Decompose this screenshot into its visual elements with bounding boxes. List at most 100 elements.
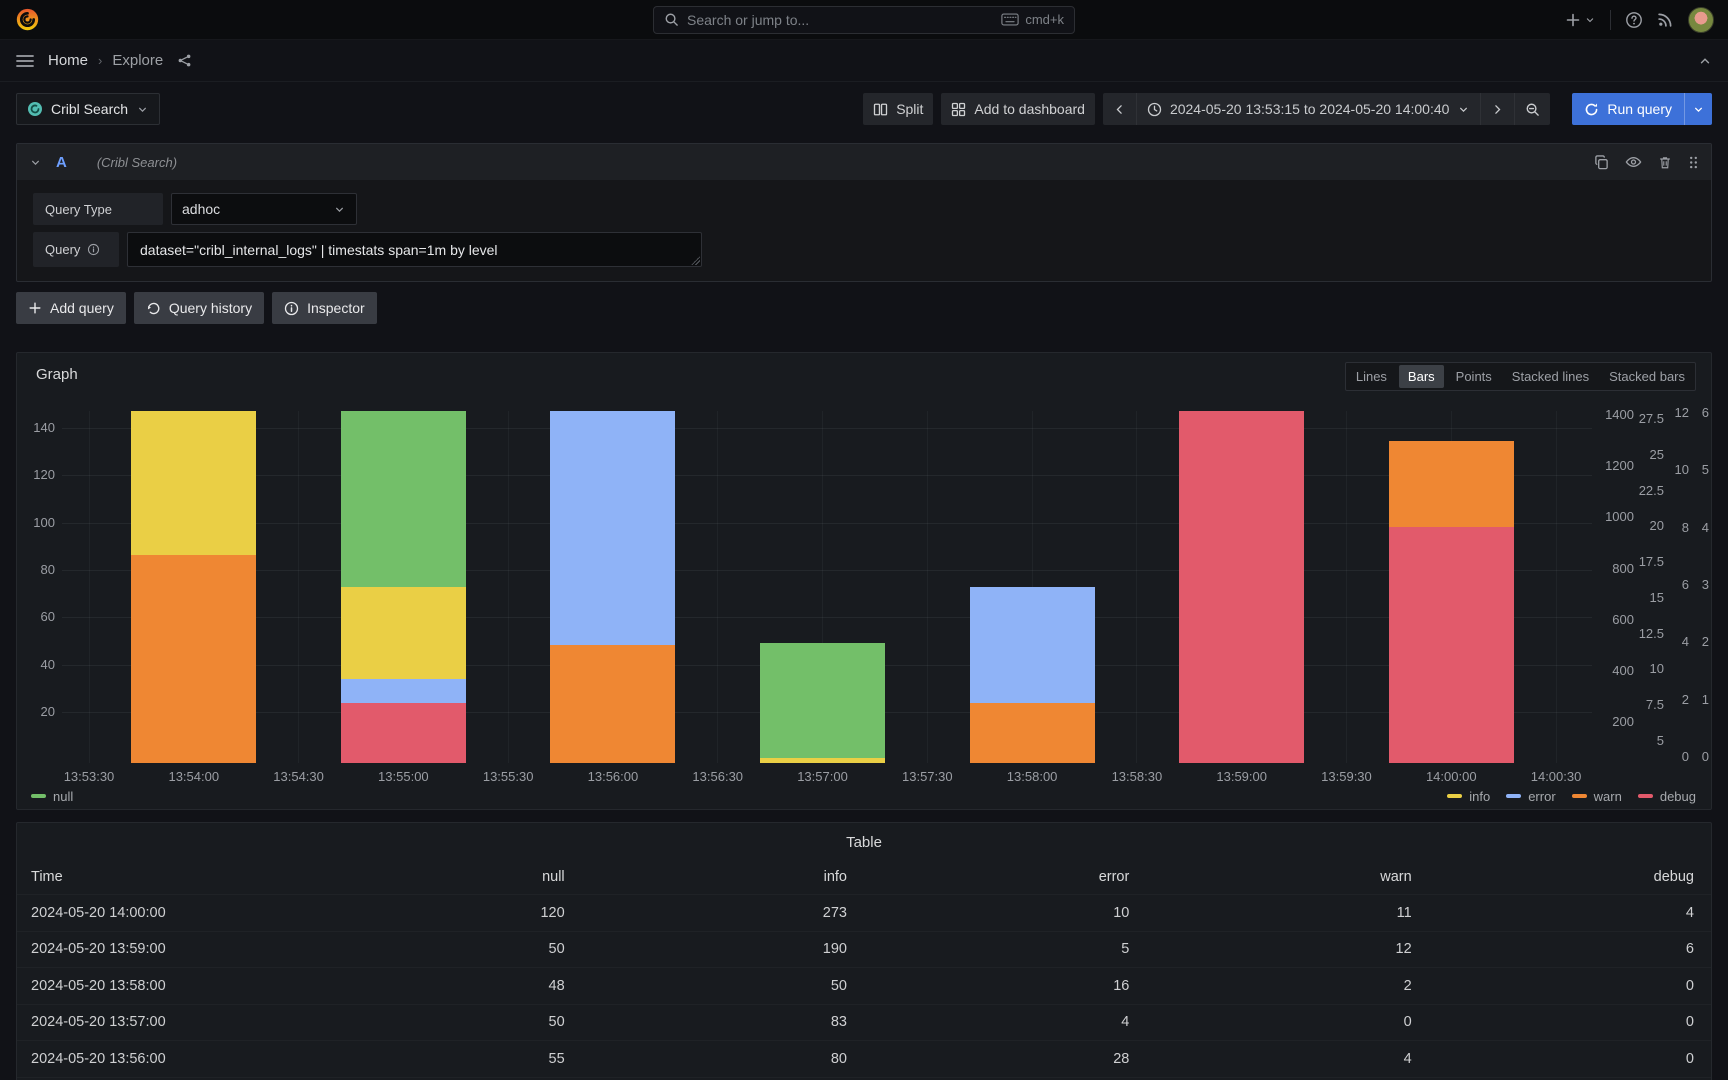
time-shift-forward-button[interactable]	[1480, 93, 1514, 125]
legend-item-warn[interactable]: warn	[1571, 789, 1622, 804]
y-axis-right-2-tick: 7.5	[1645, 697, 1664, 713]
resize-handle[interactable]	[691, 256, 700, 265]
legend-label-null: null	[53, 788, 74, 804]
y-axis-right-2-tick: 10	[1649, 661, 1664, 677]
table-header-error[interactable]: error	[1098, 869, 1130, 885]
y-axis-right-1-tick: 800	[1612, 560, 1634, 576]
gridline-horizontal	[62, 617, 1592, 619]
query-row-header[interactable]: A (Cribl Search)	[17, 144, 1711, 180]
y-axis-right-1-tick: 1000	[1605, 509, 1634, 525]
bar-segment-warn-13:56:00	[550, 645, 676, 763]
y-axis-right-4-tick: 3	[1701, 576, 1709, 592]
table-cell-time: 2024-05-20 13:59:00	[31, 941, 166, 958]
graph-view-tab-stacked-bars[interactable]: Stacked bars	[1599, 363, 1695, 390]
query-type-select[interactable]: adhoc	[171, 193, 357, 225]
breadcrumb: Home › Explore	[48, 52, 163, 69]
table-cell-value: 28	[1113, 1050, 1130, 1067]
y-axis-right-2-tick: 12.5	[1638, 625, 1664, 641]
table-header-Time[interactable]: Time	[31, 869, 63, 885]
graph-view-tab-bars[interactable]: Bars	[1398, 365, 1444, 388]
x-axis-tick: 13:56:30	[692, 769, 744, 784]
graph-panel: Graph Lines Bars Points Stacked lines Stacke…	[16, 352, 1712, 810]
bar-segment-error-13:56:00	[550, 411, 676, 646]
table-header-info[interactable]: info	[823, 869, 847, 885]
drag-handle-icon[interactable]	[1688, 155, 1699, 170]
datasource-picker[interactable]: Cribl Search	[16, 93, 161, 125]
x-axis-tick: 14:00:00	[1425, 769, 1477, 784]
legend-item-debug[interactable]: debug	[1637, 789, 1696, 804]
query-datasource-hint: (Cribl Search)	[96, 154, 178, 170]
user-avatar[interactable]	[1688, 6, 1714, 33]
x-axis-tick: 13:57:30	[902, 769, 953, 784]
table-header-null[interactable]: null	[542, 869, 565, 885]
y-axis-right-4-tick: 4	[1701, 519, 1709, 535]
query-history-button[interactable]: Query history	[133, 292, 265, 324]
disable-query-eye-icon[interactable]	[1625, 155, 1642, 169]
graph-view-tab-stacked-lines[interactable]: Stacked lines	[1502, 363, 1599, 390]
table-row: 2024-05-20 13:57:00 50 83 4 0 0	[17, 1003, 1711, 1041]
table-row: 2024-05-20 13:58:00 48 50 16 2 0	[17, 967, 1711, 1004]
search-input[interactable]	[687, 11, 994, 28]
bar-segment-debug-13:59:00	[1179, 411, 1305, 763]
collapse-query-chevron-icon[interactable]	[29, 156, 42, 169]
table-cell-value: 5	[1121, 941, 1130, 958]
add-to-dashboard-button[interactable]: Add to dashboard	[941, 93, 1095, 125]
graph-panel-title: Graph	[36, 366, 78, 383]
y-axis-right-2-tick: 15	[1649, 589, 1664, 605]
y-axis-right-4-tick: 5	[1701, 462, 1709, 478]
graph-view-tab-points[interactable]: Points	[1446, 363, 1502, 390]
table-cell-value: 12	[1395, 941, 1412, 958]
global-search[interactable]: cmd+k	[653, 5, 1075, 34]
y-axis-left-tick: 40	[40, 656, 55, 672]
legend-item-error[interactable]: error	[1506, 789, 1556, 804]
y-axis-left-tick: 20	[40, 703, 55, 719]
top-nav: cmd+k	[0, 0, 1728, 40]
grafana-logo-icon[interactable]	[14, 6, 41, 33]
x-axis-tick: 13:53:30	[63, 769, 115, 784]
time-picker-group: 2024-05-20 13:53:15 to 2024-05-20 14:00:…	[1102, 93, 1551, 125]
help-icon[interactable]	[1625, 11, 1643, 29]
bar-segment-warn-13:58:00	[969, 703, 1095, 763]
y-axis-right-1-tick: 400	[1612, 662, 1634, 678]
duplicate-query-icon[interactable]	[1594, 154, 1609, 170]
gridline-vertical	[1345, 411, 1347, 763]
y-axis-right-3-tick: 10	[1674, 462, 1689, 478]
breadcrumb-home[interactable]: Home	[48, 52, 89, 69]
legend-item-null[interactable]: null	[31, 789, 73, 804]
add-query-button[interactable]: Add query	[16, 292, 126, 324]
table-header-debug[interactable]: debug	[1653, 869, 1694, 885]
time-range-button[interactable]: 2024-05-20 13:53:15 to 2024-05-20 14:00:…	[1135, 93, 1480, 125]
table-cell-value: 6	[1685, 941, 1694, 958]
x-axis-tick: 13:55:00	[378, 769, 429, 784]
query-input[interactable]	[127, 232, 702, 267]
zoom-out-button[interactable]	[1514, 93, 1550, 125]
run-query-dropdown[interactable]	[1684, 93, 1712, 125]
inspector-button[interactable]: Inspector	[272, 292, 377, 324]
collapse-chevron-up-icon[interactable]	[1698, 54, 1712, 68]
legend-item-info[interactable]: info	[1447, 789, 1490, 804]
x-axis-tick: 13:58:00	[1006, 769, 1058, 784]
gridline-horizontal	[62, 522, 1592, 524]
share-icon[interactable]	[177, 53, 192, 68]
bar-segment-debug-13:55:00	[340, 703, 466, 763]
y-axis-right-3-tick: 6	[1681, 576, 1689, 592]
new-menu-button[interactable]	[1565, 12, 1596, 28]
query-actions: Add query Query history Inspector	[16, 292, 1712, 324]
bar-segment-debug-14:00:00	[1388, 527, 1514, 763]
run-query-button[interactable]: Run query	[1572, 93, 1712, 125]
table-header-warn[interactable]: warn	[1380, 869, 1412, 885]
delete-query-trash-icon[interactable]	[1658, 155, 1672, 170]
news-icon[interactable]	[1657, 11, 1674, 28]
query-editor-panel: A (Cribl Search) Query Type adhoc	[16, 143, 1712, 282]
legend-swatch-warn	[1571, 794, 1587, 798]
graph-view-tab-lines[interactable]: Lines	[1346, 363, 1397, 390]
mega-menu-icon[interactable]	[16, 54, 34, 68]
legend-swatch-info	[1447, 794, 1463, 798]
chevron-down-icon	[136, 103, 149, 116]
table-cell-value: 55	[548, 1050, 565, 1067]
y-axis-right-2-tick: 25	[1649, 446, 1664, 462]
split-button[interactable]: Split	[863, 93, 934, 125]
table-row: 2024-05-20 13:59:00 50 190 5 12 6	[17, 930, 1711, 968]
time-shift-back-button[interactable]	[1103, 93, 1136, 125]
table-cell-value: 4	[1403, 1050, 1412, 1067]
